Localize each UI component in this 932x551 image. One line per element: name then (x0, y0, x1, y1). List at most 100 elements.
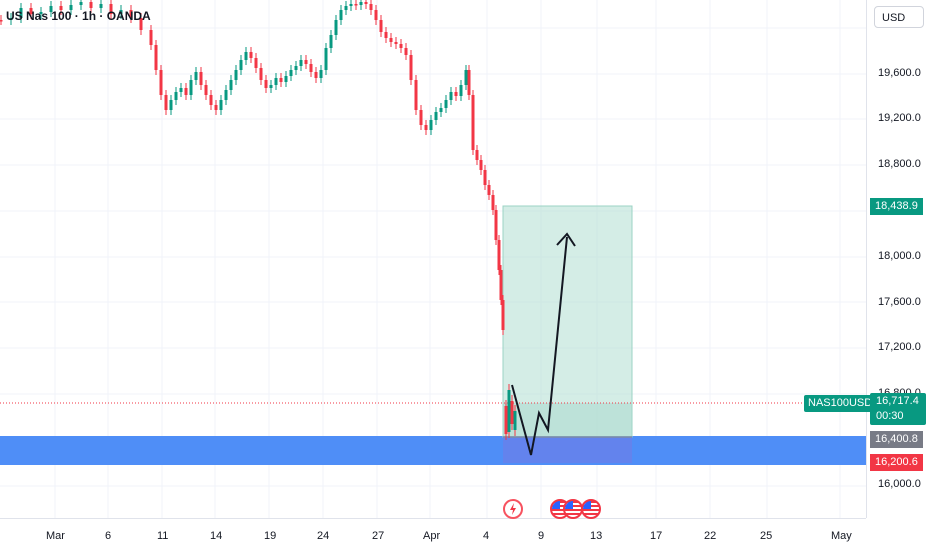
candle-body (384, 32, 388, 38)
time-tick: 19 (264, 530, 277, 542)
support-zone (0, 436, 866, 465)
candle-body (264, 80, 268, 88)
candle-body (324, 48, 328, 70)
price-tick: 16,000.0 (878, 478, 921, 490)
candle-body (467, 70, 471, 95)
symbol-price-label: NAS100USD (804, 395, 877, 412)
chart-pane[interactable] (0, 0, 866, 518)
stop-zone (503, 437, 632, 463)
candle-body (444, 100, 448, 108)
candle-body (239, 60, 243, 70)
time-tick: 4 (483, 530, 490, 542)
price-tick: 19,200.0 (878, 112, 921, 124)
candle-body (414, 80, 418, 110)
candle-body (254, 58, 258, 68)
price-tick: 17,200.0 (878, 341, 921, 353)
us-flag-icon[interactable] (581, 499, 601, 519)
target-price-tag: 18,438.9 (870, 198, 923, 215)
candle-body (309, 64, 313, 72)
candle-body (184, 88, 188, 95)
candle-body (59, 6, 63, 10)
candle-body (284, 76, 288, 82)
candle-body (429, 120, 433, 130)
candle-body (174, 92, 178, 100)
candle-body (9, 18, 13, 20)
candle-body (369, 4, 373, 10)
candle-body (479, 160, 483, 170)
us-flag-icon[interactable] (563, 499, 583, 519)
candle-body (29, 8, 33, 14)
candle-body (299, 60, 303, 66)
candle-body (424, 125, 428, 130)
candle-body (471, 95, 475, 150)
time-tick: 27 (372, 530, 385, 542)
candle-body (419, 110, 423, 125)
candle-body (399, 44, 403, 48)
candle-body (364, 2, 368, 4)
candle-body (159, 70, 163, 95)
candle-body (219, 100, 223, 110)
time-scale[interactable] (0, 518, 866, 551)
candle-body (394, 42, 398, 44)
candle-body (491, 195, 495, 210)
candle-body (454, 92, 458, 96)
time-tick: 24 (317, 530, 330, 542)
candle-body (334, 20, 338, 35)
candle-body (475, 150, 479, 160)
time-tick: 22 (704, 530, 717, 542)
time-tick: Apr (423, 530, 441, 542)
candle-body (259, 68, 263, 80)
candle-body (139, 18, 143, 30)
entry-price-tag: 16,400.8 (870, 431, 923, 448)
last-price-tag: 16,717.4 00:30 (870, 393, 926, 425)
candle-body (507, 390, 511, 432)
candle-body (209, 95, 213, 105)
price-chart[interactable] (0, 0, 866, 518)
price-tick: 19,600.0 (878, 67, 921, 79)
candle-body (494, 210, 498, 240)
candle-body (189, 80, 193, 95)
time-tick: 14 (210, 530, 223, 542)
candle-body (109, 4, 113, 14)
candle-body (319, 70, 323, 78)
candle-body (389, 38, 393, 42)
candle-body (294, 66, 298, 70)
candle-body (409, 55, 413, 80)
candle-body (79, 2, 83, 5)
candle-body (439, 108, 443, 112)
candle-body (483, 170, 487, 185)
candle-body (204, 85, 208, 95)
candle-body (89, 2, 93, 8)
time-tick: May (831, 530, 852, 542)
time-tick: 6 (105, 530, 112, 542)
candle-body (234, 70, 238, 80)
candle-body (194, 72, 198, 80)
time-tick: 17 (650, 530, 663, 542)
candle-body (434, 112, 438, 120)
candle-body (289, 70, 293, 76)
candle-body (49, 6, 53, 12)
candle-body (487, 185, 491, 195)
price-tick: 18,800.0 (878, 158, 921, 170)
candle-body (229, 80, 233, 90)
candle-body (404, 48, 408, 55)
lightning-icon[interactable] (503, 499, 523, 519)
currency-button[interactable]: USD (874, 6, 924, 28)
stop-price-tag: 16,200.6 (870, 454, 923, 471)
time-tick: 13 (590, 530, 603, 542)
price-tick: 17,600.0 (878, 296, 921, 308)
candle-body (269, 85, 273, 88)
price-tick: 18,000.0 (878, 250, 921, 262)
candle-body (214, 105, 218, 110)
candle-body (199, 72, 203, 85)
candle-body (304, 60, 308, 64)
candle-body (314, 72, 318, 78)
projection-path (511, 236, 568, 456)
candle-body (119, 10, 123, 14)
candle-body (513, 411, 517, 430)
bar-countdown: 00:30 (876, 410, 904, 422)
candle-body (39, 12, 43, 14)
candle-body (379, 20, 383, 32)
last-price: 16,717.4 (876, 395, 919, 407)
candle-body (249, 52, 253, 58)
